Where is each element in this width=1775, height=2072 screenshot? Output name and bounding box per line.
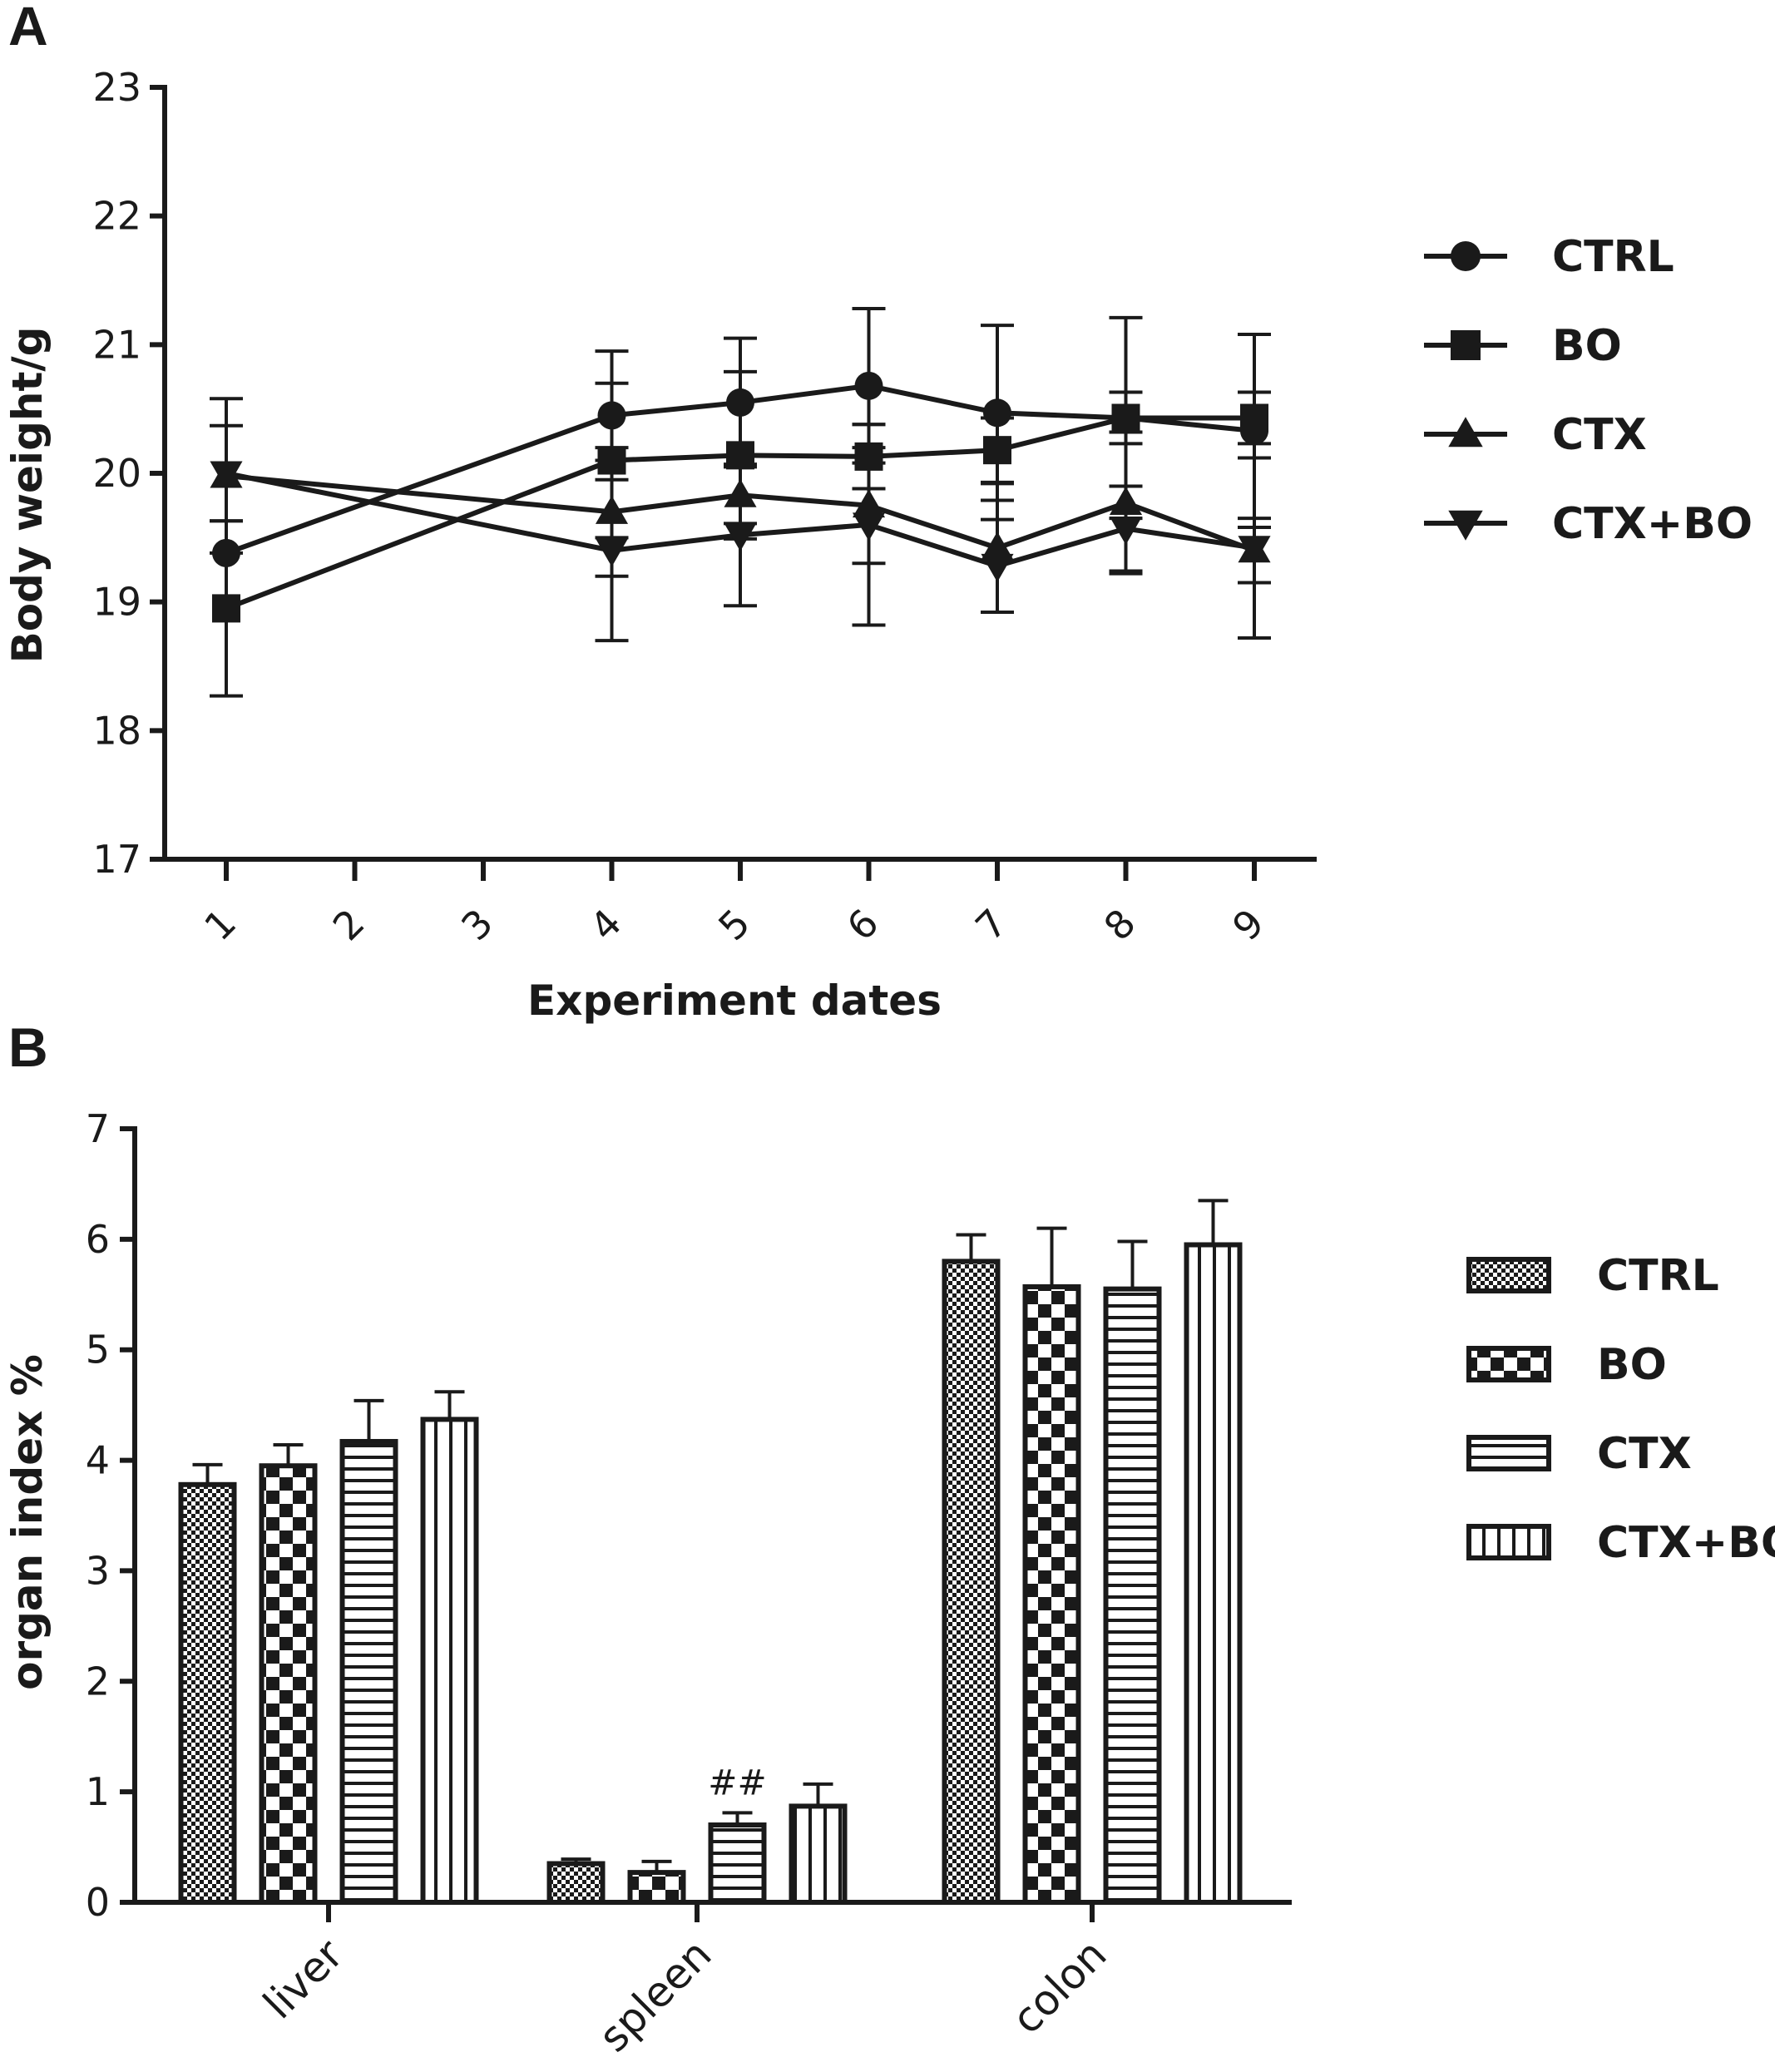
chart-a-series bbox=[210, 307, 1271, 698]
chart-b-y-tick-label: 0 bbox=[86, 1880, 110, 1925]
legend-marker-bo bbox=[1451, 330, 1481, 360]
legend-label-bo: BO bbox=[1597, 1340, 1667, 1390]
chart-a-y-tick-label: 20 bbox=[92, 451, 141, 496]
point-ctx-bo bbox=[724, 522, 757, 551]
bar-spleen-ctx-bo bbox=[789, 1803, 848, 1906]
bar-spleen-bo bbox=[627, 1870, 686, 1906]
bar-liver-bo bbox=[259, 1463, 318, 1905]
legend-swatch-ctrl bbox=[1466, 1257, 1551, 1293]
chart-a-x-tick-label: 8 bbox=[1095, 900, 1145, 949]
bar-liver-ctx-bo bbox=[420, 1417, 479, 1905]
panel-b-label: B bbox=[8, 1016, 48, 1078]
legend-marker-ctx-bo bbox=[1448, 510, 1483, 541]
chart-b-y-tick-label: 1 bbox=[86, 1769, 110, 1814]
point-ctx-bo bbox=[981, 553, 1014, 582]
point-ctx-bo bbox=[210, 461, 243, 490]
chart-a-y-tick-label: 18 bbox=[92, 708, 141, 753]
series-ctx-bo bbox=[210, 423, 1271, 643]
legend-item-ctx-bo: CTX+BO bbox=[1466, 1518, 1775, 1568]
point-ctrl bbox=[854, 371, 883, 400]
legend-marker-ctx bbox=[1448, 417, 1483, 448]
legend-item-ctx-bo: CTX+BO bbox=[1424, 499, 1753, 549]
legend-item-ctrl: CTRL bbox=[1466, 1251, 1719, 1301]
chart-a-y-tick-label: 21 bbox=[92, 322, 141, 367]
chart-a-x-tick-label: 6 bbox=[838, 900, 888, 949]
legend-label-ctrl: CTRL bbox=[1552, 232, 1674, 282]
point-ctx-bo bbox=[595, 538, 629, 567]
legend-marker-ctrl bbox=[1451, 241, 1481, 271]
bar-spleen-ctx bbox=[708, 1822, 767, 1905]
point-bo bbox=[1111, 403, 1140, 433]
legend-label-ctrl: CTRL bbox=[1597, 1251, 1719, 1301]
chart-b-legend: CTRL BO CTX CTX+BO bbox=[1466, 1251, 1775, 1568]
chart-a-x-tick-label: 5 bbox=[710, 900, 759, 949]
legend-label-bo: BO bbox=[1552, 321, 1622, 371]
chart-a-legend: CTRL BO CTX CTX+BO bbox=[1424, 232, 1753, 549]
chart-a-y-tick-label: 23 bbox=[92, 65, 141, 110]
legend-label-ctx-bo: CTX+BO bbox=[1597, 1518, 1775, 1568]
legend-item-ctx: CTX bbox=[1466, 1429, 1692, 1479]
chart-a-y-tick-label: 22 bbox=[92, 194, 141, 239]
chart-a-x-tick-label: 7 bbox=[967, 900, 1016, 949]
chart-b-x-tick-label: colon bbox=[1003, 1930, 1116, 2043]
legend-label-ctx: CTX bbox=[1597, 1429, 1692, 1479]
chart-b-y-tick-label: 2 bbox=[86, 1659, 110, 1704]
organ-index-bar-chart: 0 1 2 3 4 5 6 7 liver spleen colon ## organ index … bbox=[3, 1106, 1775, 2061]
chart-b-x-tick-label: liver bbox=[255, 1930, 353, 2028]
legend-item-bo: BO bbox=[1424, 321, 1622, 371]
chart-a-y-tick-label: 17 bbox=[92, 837, 141, 882]
bar-liver-ctx bbox=[339, 1438, 398, 1905]
significance-annotation: ## bbox=[708, 1762, 766, 1802]
legend-item-ctrl: CTRL bbox=[1424, 232, 1674, 282]
point-bo bbox=[212, 594, 240, 623]
point-bo bbox=[983, 436, 1011, 465]
point-ctx-bo bbox=[1238, 536, 1271, 565]
legend-swatch-ctx-bo bbox=[1466, 1524, 1551, 1560]
chart-b-y-tick-label: 4 bbox=[86, 1438, 110, 1483]
chart-a-x-axis-label: Experiment dates bbox=[527, 977, 942, 1025]
chart-b-y-tick-label: 5 bbox=[86, 1328, 110, 1372]
bar-colon-bo bbox=[1022, 1283, 1081, 1905]
bar-colon-ctrl bbox=[942, 1259, 1001, 1905]
chart-a-y-axis-label: Body weight/g bbox=[3, 327, 52, 664]
bar-colon-ctx bbox=[1103, 1286, 1162, 1905]
panel-a-label: A bbox=[8, 0, 48, 57]
chart-a-x-tick-label: 4 bbox=[581, 900, 630, 949]
point-ctx-bo bbox=[852, 512, 886, 541]
chart-b-y-tick-label: 7 bbox=[86, 1106, 110, 1151]
legend-label-ctx-bo: CTX+BO bbox=[1552, 499, 1753, 549]
point-bo bbox=[1240, 403, 1268, 433]
chart-b-x-tick-label: spleen bbox=[590, 1930, 721, 2061]
chart-b-bars: ## bbox=[178, 1199, 1243, 1906]
legend-item-bo: BO bbox=[1466, 1340, 1667, 1390]
legend-swatch-bo bbox=[1466, 1346, 1551, 1382]
bar-colon-ctx-bo bbox=[1184, 1242, 1243, 1905]
chart-a-y-tick-label: 19 bbox=[92, 580, 141, 625]
bar-spleen-ctrl bbox=[546, 1861, 606, 1905]
chart-b-y-tick-label: 3 bbox=[86, 1548, 110, 1593]
legend-item-ctx: CTX bbox=[1424, 410, 1647, 460]
bar-liver-ctrl bbox=[178, 1481, 237, 1906]
chart-a-x-tick-label: 2 bbox=[324, 900, 373, 949]
chart-b-y-axis-label: organ index % bbox=[3, 1354, 52, 1690]
legend-label-ctx: CTX bbox=[1552, 410, 1647, 460]
chart-a-x-tick-label: 1 bbox=[195, 900, 245, 949]
chart-a-x-tick-label: 3 bbox=[452, 900, 502, 949]
chart-a-x-tick-label: 9 bbox=[1224, 900, 1273, 949]
legend-swatch-ctx bbox=[1466, 1435, 1551, 1471]
point-ctrl bbox=[983, 398, 1011, 428]
point-ctx-bo bbox=[1109, 517, 1143, 546]
chart-b-y-tick-label: 6 bbox=[86, 1217, 110, 1262]
